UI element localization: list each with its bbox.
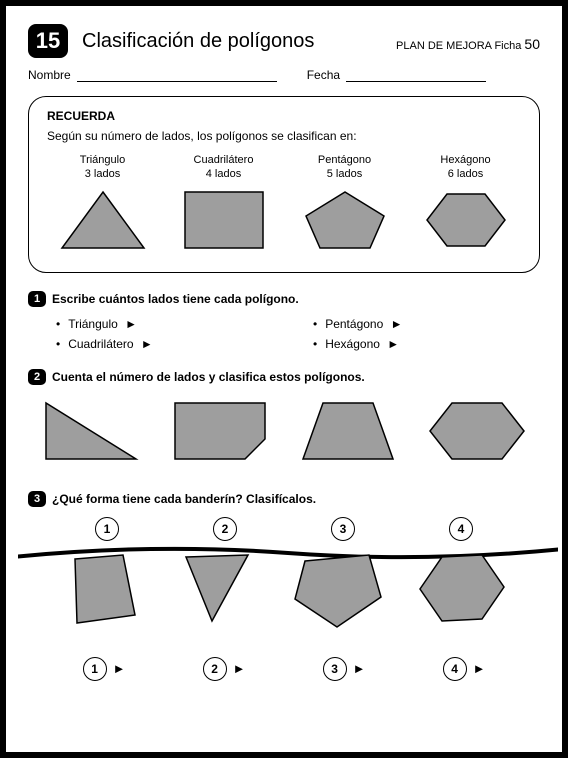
- question-2: 2 Cuenta el número de lados y clasifica …: [28, 369, 540, 385]
- triangle-cell: Triángulo3 lados: [58, 153, 148, 256]
- date-input-line[interactable]: [346, 70, 486, 82]
- answer-slot[interactable]: 4►: [443, 657, 486, 681]
- flag-number: 3: [331, 517, 355, 541]
- arrow-icon: ►: [473, 661, 486, 676]
- cut-rect-icon: [165, 395, 275, 467]
- flag-quad-icon: [57, 553, 147, 633]
- question-3: 3 ¿Qué forma tiene cada banderín? Clasif…: [28, 491, 540, 507]
- question-1: 1 Escribe cuántos lados tiene cada políg…: [28, 291, 540, 307]
- flag-number: 4: [449, 517, 473, 541]
- answer-slot[interactable]: 2►: [203, 657, 246, 681]
- list-item[interactable]: Triángulo ►: [56, 317, 283, 331]
- pentagon-cell: Pentágono5 lados: [300, 153, 390, 256]
- recuerda-panel: RECUERDA Según su número de lados, los p…: [28, 96, 540, 273]
- hexagon-icon: [421, 188, 511, 252]
- name-input-line[interactable]: [77, 70, 277, 82]
- page-title: Clasificación de polígonos: [82, 24, 382, 53]
- pentagon-icon: [300, 188, 390, 252]
- list-item[interactable]: Pentágono ►: [313, 317, 540, 331]
- arrow-icon: ►: [141, 337, 153, 351]
- quad-cell: Cuadrilátero4 lados: [179, 153, 269, 256]
- plan-label: PLAN DE MEJORA Ficha 50: [396, 24, 540, 52]
- list-item[interactable]: Hexágono ►: [313, 337, 540, 351]
- lesson-number-badge: 15: [28, 24, 68, 58]
- flag-number: 1: [95, 517, 119, 541]
- q1-text: Escribe cuántos lados tiene cada polígon…: [52, 292, 299, 306]
- right-triangle-icon: [36, 395, 146, 467]
- q3-answers-row: 1► 2► 3► 4►: [28, 657, 540, 681]
- q2-badge: 2: [28, 369, 46, 385]
- recuerda-intro: Según su número de lados, los polígonos …: [47, 129, 521, 143]
- name-label: Nombre: [28, 68, 71, 82]
- q3-text: ¿Qué forma tiene cada banderín? Clasifíc…: [52, 492, 316, 506]
- arrow-icon: ►: [125, 317, 137, 331]
- q2-text: Cuenta el número de lados y clasifica es…: [52, 370, 365, 384]
- list-item[interactable]: Cuadrilátero ►: [56, 337, 283, 351]
- arrow-icon: ►: [353, 661, 366, 676]
- date-label: Fecha: [307, 68, 340, 82]
- arrow-icon: ►: [233, 661, 246, 676]
- square-icon: [179, 188, 269, 252]
- hexagon-cell: Hexágono6 lados: [421, 153, 511, 256]
- arrow-icon: ►: [391, 317, 403, 331]
- q3-badge: 3: [28, 491, 46, 507]
- flag-pentagon-icon: [287, 553, 387, 633]
- worksheet-header: 15 Clasificación de polígonos PLAN DE ME…: [28, 24, 540, 58]
- flags-diagram: 1 2 3 4: [28, 517, 540, 647]
- triangle-icon: [58, 188, 148, 252]
- arrow-icon: ►: [113, 661, 126, 676]
- answer-slot[interactable]: 3►: [323, 657, 366, 681]
- flag-number: 2: [213, 517, 237, 541]
- q2-shapes-row: [28, 395, 540, 467]
- flag-triangle-icon: [172, 553, 262, 633]
- flag-hexagon-icon: [412, 553, 512, 633]
- arrow-icon: ►: [387, 337, 399, 351]
- q1-badge: 1: [28, 291, 46, 307]
- q1-answer-list: Triángulo ► Pentágono ► Cuadrilátero ► H…: [28, 317, 540, 351]
- answer-slot[interactable]: 1►: [83, 657, 126, 681]
- student-fields: Nombre Fecha: [28, 68, 540, 82]
- recuerda-heading: RECUERDA: [47, 109, 521, 123]
- trapezoid-icon: [293, 395, 403, 467]
- hexagon-wide-icon: [422, 395, 532, 467]
